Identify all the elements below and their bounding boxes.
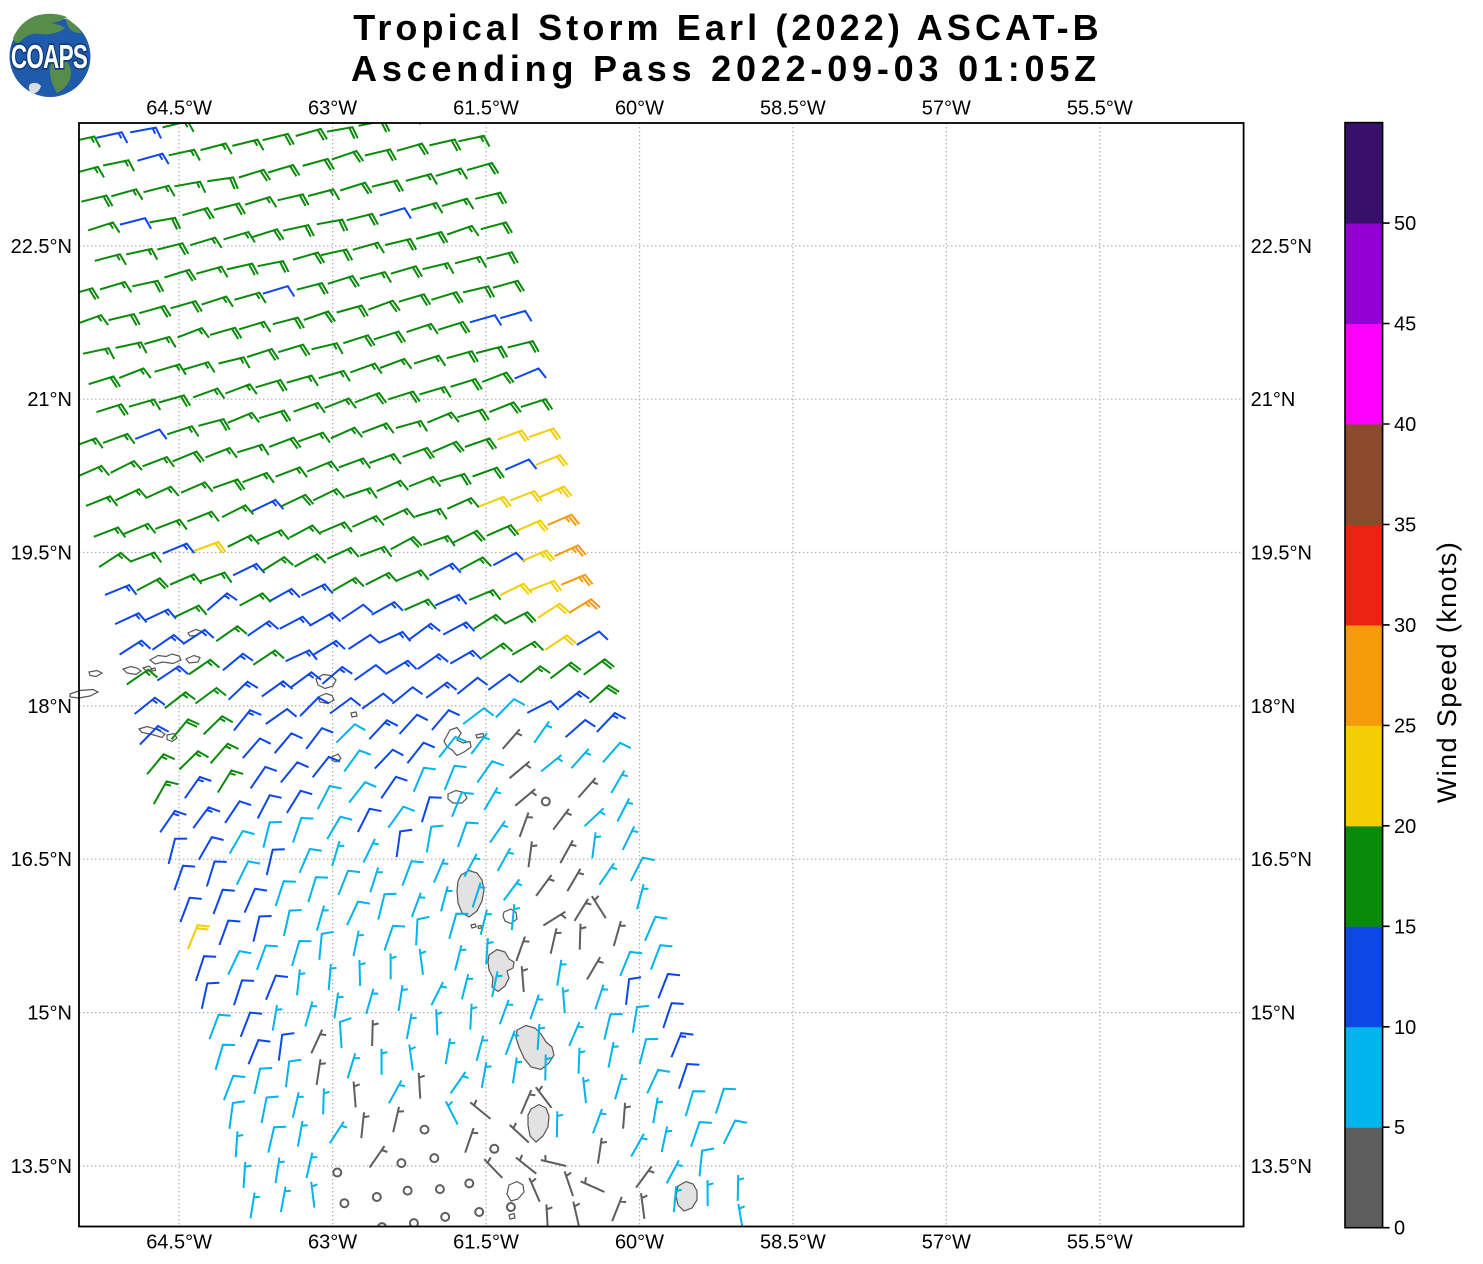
svg-text:19.5°N: 19.5°N — [1251, 543, 1312, 565]
svg-text:COAPS: COAPS — [11, 38, 87, 75]
svg-text:18°N: 18°N — [1251, 696, 1296, 718]
svg-text:60°W: 60°W — [615, 98, 664, 120]
svg-text:57°W: 57°W — [922, 1232, 971, 1254]
svg-text:22.5°N: 22.5°N — [1251, 236, 1312, 258]
svg-text:61.5°W: 61.5°W — [453, 98, 519, 120]
svg-text:55.5°W: 55.5°W — [1067, 1232, 1133, 1254]
svg-text:61.5°W: 61.5°W — [453, 1232, 519, 1254]
svg-text:45: 45 — [1394, 314, 1416, 336]
svg-text:63°W: 63°W — [308, 1232, 357, 1254]
svg-text:63°W: 63°W — [308, 98, 357, 120]
svg-text:Tropical Storm Earl (2022) ASC: Tropical Storm Earl (2022) ASCAT-B — [353, 7, 1103, 48]
svg-text:50: 50 — [1394, 213, 1416, 235]
svg-text:57°W: 57°W — [922, 98, 971, 120]
svg-text:58.5°W: 58.5°W — [760, 98, 826, 120]
svg-text:25: 25 — [1394, 715, 1416, 737]
svg-text:21°N: 21°N — [1251, 389, 1296, 411]
svg-text:20: 20 — [1394, 816, 1416, 838]
svg-text:13.5°N: 13.5°N — [11, 1156, 72, 1178]
svg-text:55.5°W: 55.5°W — [1067, 98, 1133, 120]
svg-text:10: 10 — [1394, 1017, 1416, 1039]
svg-text:40: 40 — [1394, 414, 1416, 436]
svg-text:21°N: 21°N — [27, 389, 72, 411]
svg-text:18°N: 18°N — [27, 696, 72, 718]
svg-text:60°W: 60°W — [615, 1232, 664, 1254]
svg-text:5: 5 — [1394, 1117, 1405, 1139]
svg-text:16.5°N: 16.5°N — [11, 849, 72, 871]
svg-text:Ascending Pass 2022-09-03 01:0: Ascending Pass 2022-09-03 01:05Z — [351, 48, 1101, 89]
svg-text:13.5°N: 13.5°N — [1251, 1156, 1312, 1178]
svg-text:58.5°W: 58.5°W — [760, 1232, 826, 1254]
svg-text:15°N: 15°N — [27, 1003, 72, 1025]
svg-text:30: 30 — [1394, 615, 1416, 637]
svg-text:64.5°W: 64.5°W — [146, 1232, 212, 1254]
svg-text:16.5°N: 16.5°N — [1251, 849, 1312, 871]
svg-text:64.5°W: 64.5°W — [146, 98, 212, 120]
svg-text:Wind Speed (knots): Wind Speed (knots) — [1432, 541, 1462, 803]
svg-text:22.5°N: 22.5°N — [11, 236, 72, 258]
svg-text:0: 0 — [1394, 1218, 1405, 1240]
svg-text:35: 35 — [1394, 515, 1416, 537]
svg-text:19.5°N: 19.5°N — [11, 543, 72, 565]
svg-text:15: 15 — [1394, 916, 1416, 938]
svg-text:15°N: 15°N — [1251, 1003, 1296, 1025]
